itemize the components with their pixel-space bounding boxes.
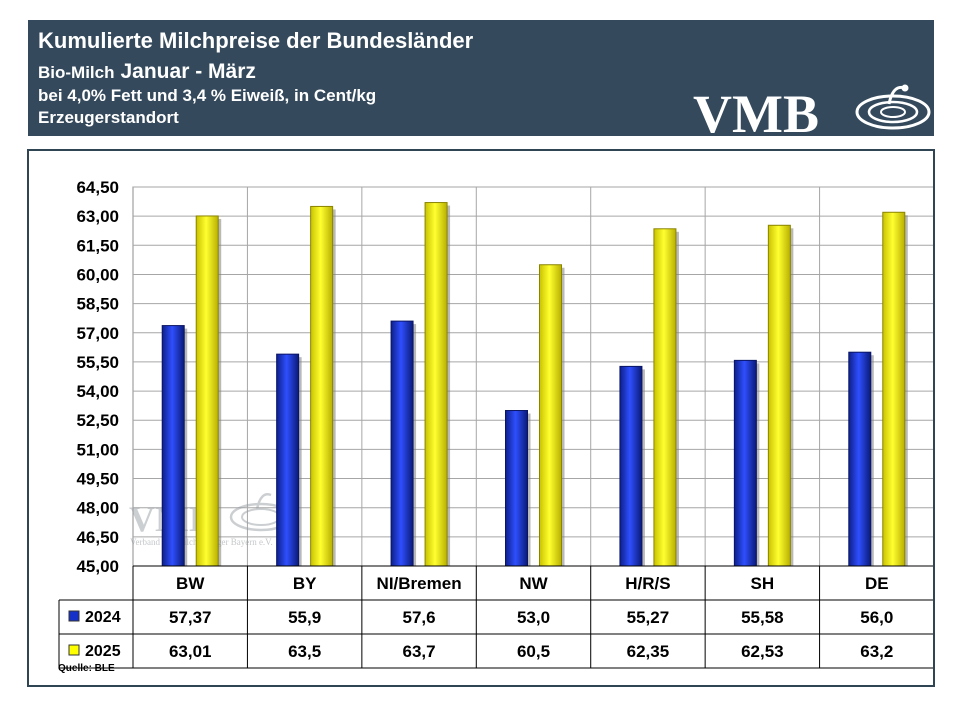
- x-category-label: DE: [865, 574, 889, 593]
- legend-label-2025: 2025: [85, 643, 121, 660]
- bar-2024-nw: [505, 410, 528, 567]
- vmb-logo: VMB: [693, 84, 931, 136]
- data-label-2024: 57,6: [403, 608, 436, 627]
- y-tick-label: 52,50: [76, 411, 119, 430]
- y-tick-label: 49,50: [76, 470, 119, 489]
- bar-2025-sh: [767, 224, 791, 567]
- x-category-label: NI/Bremen: [377, 574, 462, 593]
- bar-2024-sh: [733, 359, 757, 567]
- x-category-label: BW: [176, 574, 205, 593]
- y-tick-label: 54,00: [76, 382, 119, 401]
- bar-2024-h-r-s: [619, 365, 643, 567]
- y-tick-label: 45,00: [76, 557, 119, 576]
- data-label-2024: 53,0: [517, 608, 550, 627]
- legend-key-2024: [68, 610, 80, 622]
- y-tick-label: 57,00: [76, 324, 119, 343]
- chart-header: Kumulierte Milchpreise der Bundesländer …: [28, 20, 934, 136]
- bar-2024-de: [848, 351, 872, 567]
- source-note: Quelle: BLE: [58, 663, 115, 674]
- y-tick-label: 64,50: [76, 178, 119, 197]
- data-label-2024: 55,27: [627, 608, 670, 627]
- data-label-2025: 62,35: [627, 642, 670, 661]
- x-category-label: H/R/S: [625, 574, 670, 593]
- chart-title: Kumulierte Milchpreise der Bundesländer: [38, 28, 474, 53]
- y-tick-label: 63,00: [76, 207, 119, 226]
- bar-2024-by: [276, 353, 300, 567]
- y-tick-label: 51,00: [76, 440, 119, 459]
- vmb-logo-text: VMB: [693, 84, 819, 136]
- bar-chart: VMB Verband der Milcherzeuger Bayern e.V…: [58, 178, 933, 669]
- legend-label-2024: 2024: [85, 609, 121, 626]
- data-label-2025: 63,2: [860, 642, 893, 661]
- chart-unit-note: bei 4,0% Fett und 3,4 % Eiweiß, in Cent/…: [38, 86, 377, 105]
- data-label-2025: 63,01: [169, 642, 212, 661]
- bar-2025-h-r-s: [653, 228, 677, 567]
- data-label-2025: 60,5: [517, 642, 550, 661]
- bar-2025-bw: [195, 215, 219, 567]
- bar-2025-nw: [539, 264, 562, 567]
- vmb-logo-emblem: [855, 84, 931, 130]
- y-tick-label: 58,50: [76, 295, 119, 314]
- subtitle-period: Januar - März: [120, 60, 256, 83]
- bar-2025-de: [882, 211, 906, 567]
- y-tick-label: 61,50: [76, 236, 119, 255]
- y-tick-label: 48,00: [76, 499, 119, 518]
- y-tick-label: 60,00: [76, 265, 119, 284]
- bar-2024-bw: [161, 325, 185, 567]
- bar-2025-ni-bremen: [424, 202, 448, 567]
- legend-key-2025: [68, 644, 80, 656]
- chart-frame: VMB Verband der Milcherzeuger Bayern e.V…: [27, 149, 935, 687]
- chart-location-note: Erzeugerstandort: [38, 108, 179, 127]
- data-label-2025: 63,7: [403, 642, 436, 661]
- data-label-2024: 55,58: [741, 608, 784, 627]
- data-label-2024: 55,9: [288, 608, 321, 627]
- bar-2025-by: [310, 205, 334, 567]
- y-tick-label: 55,50: [76, 353, 119, 372]
- bar-2024-ni-bremen: [390, 320, 414, 567]
- y-tick-label: 46,50: [76, 528, 119, 547]
- data-label-2025: 63,5: [288, 642, 321, 661]
- data-label-2024: 56,0: [860, 608, 893, 627]
- data-label-2024: 57,37: [169, 608, 212, 627]
- data-label-2025: 62,53: [741, 642, 784, 661]
- x-category-label: SH: [751, 574, 775, 593]
- x-category-label: NW: [519, 574, 548, 593]
- x-category-label: BY: [293, 574, 317, 593]
- subtitle-product: Bio-Milch: [38, 63, 115, 82]
- chart-subtitle: Bio-Milch Januar - März: [38, 60, 256, 84]
